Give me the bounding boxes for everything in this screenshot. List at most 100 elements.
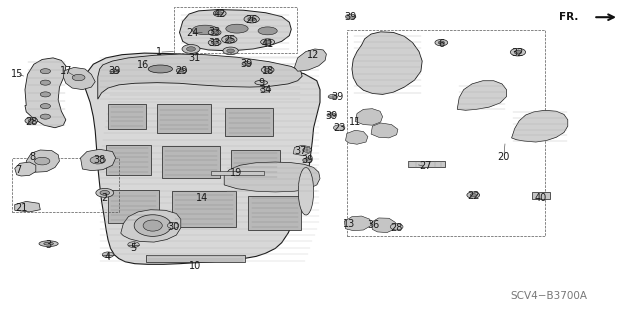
Circle shape: [303, 158, 312, 162]
Ellipse shape: [226, 24, 248, 33]
Circle shape: [264, 40, 271, 44]
Circle shape: [303, 148, 312, 152]
Circle shape: [223, 47, 238, 55]
Circle shape: [248, 17, 255, 21]
Text: 28: 28: [390, 223, 403, 233]
Text: 20: 20: [498, 152, 510, 162]
Bar: [211, 171, 264, 175]
Text: 27: 27: [419, 161, 431, 172]
Polygon shape: [26, 150, 60, 172]
Text: 39: 39: [301, 155, 314, 165]
Circle shape: [35, 157, 50, 165]
Circle shape: [110, 69, 119, 73]
Circle shape: [213, 10, 226, 17]
Text: 5: 5: [131, 243, 137, 253]
Circle shape: [90, 156, 106, 164]
Text: 28: 28: [25, 117, 38, 127]
Polygon shape: [81, 149, 116, 171]
Text: 36: 36: [367, 219, 379, 230]
Text: 40: 40: [534, 193, 547, 203]
Ellipse shape: [143, 220, 163, 231]
Circle shape: [242, 61, 251, 66]
Circle shape: [435, 40, 448, 46]
Bar: [147, 255, 245, 262]
Polygon shape: [371, 218, 396, 233]
Text: 10: 10: [189, 261, 202, 271]
Bar: [157, 104, 211, 132]
Circle shape: [128, 242, 140, 248]
Text: 9: 9: [258, 78, 264, 88]
Circle shape: [28, 119, 35, 122]
Circle shape: [328, 94, 337, 99]
Circle shape: [244, 15, 259, 23]
Circle shape: [470, 194, 476, 197]
Circle shape: [211, 41, 218, 44]
Text: 30: 30: [167, 222, 179, 232]
Text: 4: 4: [105, 252, 111, 262]
Polygon shape: [298, 167, 314, 215]
Text: 39: 39: [108, 66, 120, 76]
Text: 18: 18: [262, 66, 274, 76]
Circle shape: [510, 48, 525, 56]
Text: 33: 33: [209, 38, 221, 48]
Bar: [225, 108, 273, 136]
Text: 42: 42: [214, 9, 226, 19]
Ellipse shape: [258, 27, 277, 35]
Text: 3: 3: [45, 240, 52, 250]
Polygon shape: [371, 123, 398, 138]
Text: 24: 24: [186, 28, 198, 38]
Text: 39: 39: [332, 92, 344, 102]
Text: 12: 12: [307, 50, 320, 60]
Ellipse shape: [134, 215, 172, 236]
Polygon shape: [511, 110, 568, 142]
Text: 7: 7: [15, 165, 22, 175]
Text: 6: 6: [438, 39, 444, 48]
Text: 2: 2: [102, 193, 108, 203]
Polygon shape: [98, 54, 302, 99]
Bar: [108, 190, 159, 223]
Circle shape: [25, 118, 38, 124]
Text: 33: 33: [209, 27, 221, 37]
Text: 29: 29: [175, 66, 188, 76]
Circle shape: [227, 49, 234, 53]
Text: 38: 38: [93, 155, 106, 165]
Text: 23: 23: [333, 123, 346, 133]
Bar: [162, 146, 220, 178]
Ellipse shape: [44, 242, 53, 245]
Polygon shape: [121, 210, 180, 242]
Polygon shape: [25, 58, 66, 128]
Text: SCV4−B3700A: SCV4−B3700A: [510, 291, 587, 301]
Polygon shape: [224, 162, 320, 192]
Circle shape: [467, 192, 479, 198]
Ellipse shape: [39, 241, 58, 247]
Ellipse shape: [260, 39, 275, 45]
Polygon shape: [352, 32, 422, 94]
Circle shape: [261, 67, 274, 73]
Bar: [347, 30, 545, 236]
Text: 32: 32: [512, 48, 524, 58]
Text: 26: 26: [246, 15, 258, 25]
Text: 31: 31: [188, 53, 200, 63]
Circle shape: [179, 69, 184, 72]
Bar: [174, 7, 297, 53]
Ellipse shape: [255, 80, 268, 85]
Circle shape: [40, 80, 51, 85]
Circle shape: [40, 114, 51, 119]
Polygon shape: [15, 201, 40, 212]
Text: 11: 11: [349, 117, 361, 127]
Bar: [106, 145, 151, 175]
Text: 39: 39: [344, 12, 356, 22]
Circle shape: [40, 92, 51, 97]
Text: 16: 16: [137, 60, 149, 70]
Circle shape: [168, 223, 179, 228]
Polygon shape: [15, 162, 36, 176]
Polygon shape: [293, 145, 310, 156]
Circle shape: [211, 31, 218, 34]
Polygon shape: [346, 130, 368, 144]
Text: 17: 17: [60, 66, 73, 76]
Polygon shape: [179, 10, 291, 51]
Text: 19: 19: [230, 168, 242, 178]
Circle shape: [390, 224, 403, 230]
Bar: [532, 192, 550, 199]
Circle shape: [176, 68, 186, 73]
